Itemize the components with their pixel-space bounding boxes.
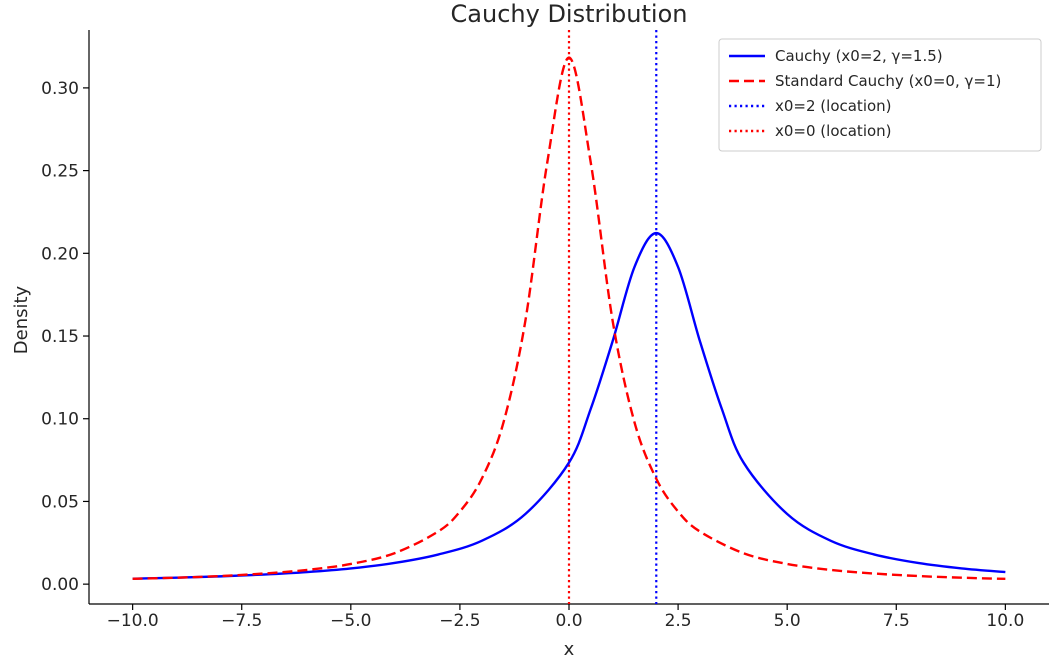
x-tick-label: −2.5 [439, 611, 480, 631]
axes: −10.0 −7.5 −5.0 −2.5 0.0 2.5 5.0 7.5 10.0 0.00 0.0… [41, 30, 1049, 631]
x-tick-label: −5.0 [330, 611, 371, 631]
y-axis-label: Density [11, 285, 32, 354]
x-tick-label: 2.5 [665, 611, 692, 631]
x-tick-label: −7.5 [221, 611, 262, 631]
x-tick-label: 10.0 [986, 611, 1024, 631]
series-line-0 [132, 231, 1006, 580]
series-line-1 [132, 56, 1006, 581]
y-tick-label: 0.15 [41, 327, 79, 347]
legend: Cauchy (x0=2, γ=1.5) Standard Cauchy (x0=… [718, 38, 1042, 152]
y-tick-label: 0.10 [41, 410, 79, 430]
y-tick-label: 0.30 [41, 79, 79, 99]
x-axis-label: x [564, 639, 575, 660]
legend-label: x0=2 (location) [775, 97, 892, 115]
x-tick-label: −10.0 [107, 611, 159, 631]
x-tick-label: 7.5 [883, 611, 910, 631]
legend-label: Standard Cauchy (x0=0, γ=1) [775, 72, 1001, 90]
legend-label: x0=0 (location) [775, 122, 892, 140]
x-tick-label: 5.0 [774, 611, 801, 631]
legend-box [718, 38, 1042, 152]
chart-title: Cauchy Distribution [451, 0, 688, 28]
y-tick-label: 0.25 [41, 162, 79, 182]
location-lines [567, 30, 658, 604]
y-tick-label: 0.00 [41, 575, 79, 595]
series-lines [132, 56, 1006, 581]
y-tick-label: 0.20 [41, 244, 79, 264]
y-tick-label: 0.05 [41, 492, 79, 512]
legend-label: Cauchy (x0=2, γ=1.5) [775, 47, 943, 65]
x-tick-label: 0.0 [555, 611, 582, 631]
